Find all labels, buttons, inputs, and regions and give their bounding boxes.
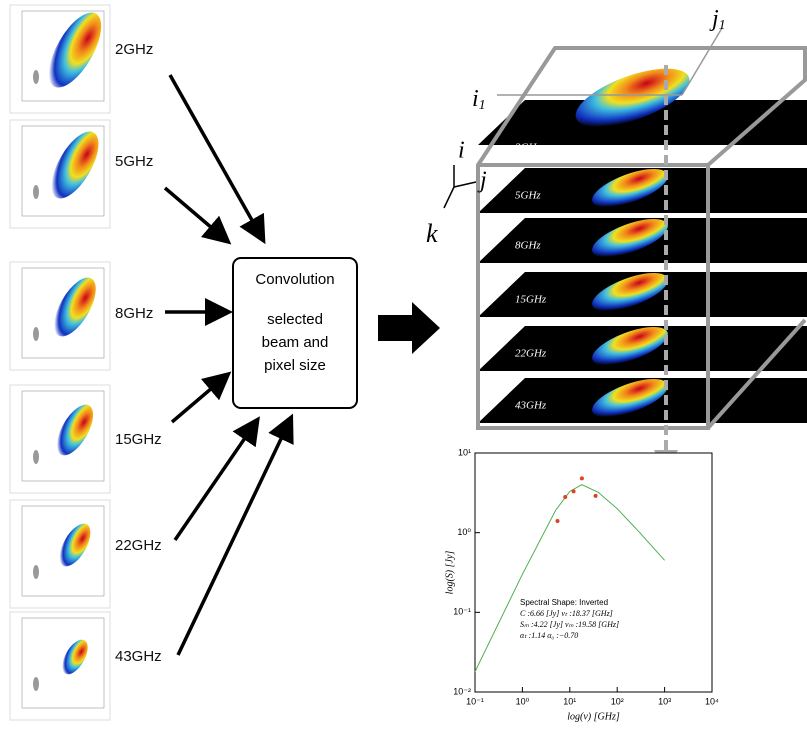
j1-label-base: j — [709, 6, 719, 32]
y-tick-label: 10⁻² — [453, 686, 471, 696]
x-tick-label: 10⁴ — [705, 696, 719, 706]
frequency-label: 43GHz — [115, 648, 162, 665]
arrow — [170, 75, 262, 238]
beam — [33, 677, 39, 691]
process-line: pixel size — [264, 357, 326, 374]
plot-frame — [475, 453, 712, 692]
annotation: Sₘ :4.22 [Jy] νₘ :19.58 [GHz] — [520, 620, 619, 629]
diagram: 2GHz5GHz8GHz15GHz22GHz43GHz Convolution … — [0, 0, 807, 727]
big-arrow — [378, 302, 440, 354]
beam — [33, 565, 39, 579]
arrow — [175, 422, 256, 540]
frequency-label: 15GHz — [115, 431, 162, 448]
frequency-label: 5GHz — [115, 153, 153, 170]
j1-label-sub: 1 — [719, 18, 726, 33]
data-point — [580, 476, 584, 480]
thumbnail — [10, 612, 110, 720]
x-tick-label: 10¹ — [563, 696, 576, 706]
y-tick-label: 10⁻¹ — [453, 607, 471, 617]
data-point — [594, 494, 598, 498]
frequency-label: 2GHz — [115, 41, 153, 58]
annotation: Spectral Shape: Inverted — [520, 598, 608, 607]
axis-k: k — [426, 219, 438, 248]
page: 2GHz5GHz8GHz15GHz22GHz43GHz Convolution … — [0, 0, 807, 732]
slice-label: 43GHz — [515, 400, 547, 412]
process-line: selected — [267, 311, 323, 328]
axis-i: i — [458, 138, 465, 164]
slice-label: 15GHz — [515, 294, 547, 306]
y-tick-label: 10¹ — [458, 447, 471, 457]
frequency-label: 22GHz — [115, 537, 162, 554]
x-tick-label: 10³ — [658, 696, 671, 706]
data-point — [572, 489, 576, 493]
beam — [33, 70, 39, 84]
slice-label: 5GHz — [515, 190, 541, 202]
data-point — [563, 495, 567, 499]
i1-label-sub: 1 — [479, 98, 486, 113]
process-title: Convolution — [255, 271, 334, 288]
x-tick-label: 10⁰ — [516, 696, 530, 706]
x-tick-label: 10⁻¹ — [466, 696, 484, 706]
arrow — [172, 376, 226, 422]
i1-label: i1 — [472, 86, 486, 114]
annotation: C :6.66 [Jy] νₜ :18.37 [GHz] — [520, 609, 613, 618]
process-line: beam and — [262, 334, 329, 351]
slice-label: 8GHz — [515, 240, 541, 252]
y-axis-label: log(S) [Jy] — [444, 551, 455, 595]
data-point — [555, 519, 559, 523]
thumbnails: 2GHz 5GHz 8GHz 15GHz 22GHz 43GHz — [10, 5, 162, 720]
annotation: αₜ :1.14 α₀ :−0.70 — [520, 631, 578, 640]
x-tick-label: 10² — [611, 696, 624, 706]
j1-label: j1 — [709, 6, 726, 34]
beam — [33, 327, 39, 341]
frequency-label: 8GHz — [115, 305, 153, 322]
y-tick-label: 10⁰ — [457, 527, 471, 537]
i1-label-base: i — [472, 86, 479, 112]
x-axis-label: log(ν) [GHz] — [567, 711, 620, 722]
slice-label: 22GHz — [515, 348, 547, 360]
slice-label: 2GHz — [515, 142, 541, 154]
arrow — [165, 188, 226, 240]
beam — [33, 450, 39, 464]
j1-pointer — [682, 28, 722, 95]
beam — [33, 185, 39, 199]
axes-glyph — [444, 165, 476, 208]
